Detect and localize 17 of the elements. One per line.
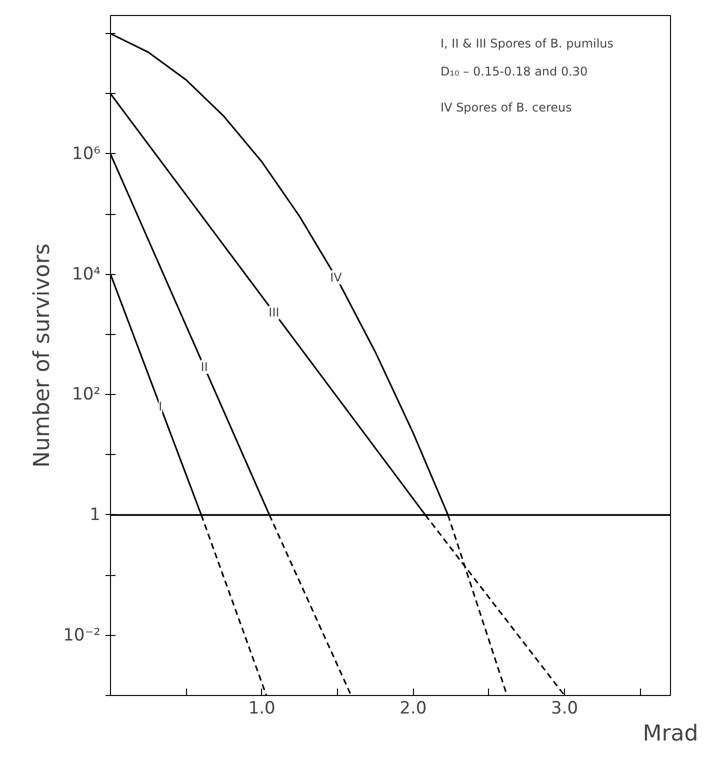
annotation: IV	[330, 270, 343, 284]
annotation: I	[158, 400, 162, 414]
x-tick-label: 2.0	[400, 698, 427, 718]
y-tick-label: 10²	[72, 384, 101, 405]
annotation: III	[268, 306, 280, 320]
y-tick-label: 10⁻²	[63, 625, 100, 646]
annotation: I, II & III Spores of B. pumilus	[440, 36, 614, 50]
x-tick-label: 1.0	[248, 698, 276, 718]
y-axis-title: Number of survivors	[30, 243, 56, 468]
annotation: II	[200, 360, 208, 374]
annotation: IV Spores of B. cereus	[440, 100, 572, 114]
y-tick-label: 10⁴	[72, 264, 101, 284]
y-tick-label: 10⁶	[72, 144, 101, 164]
y-tick-label: 1	[90, 504, 101, 525]
annotation: D₁₀ – 0.15-0.18 and 0.30	[440, 64, 588, 78]
x-axis-title: Mrad	[642, 722, 698, 746]
x-tick-label: 3.0	[551, 698, 578, 718]
